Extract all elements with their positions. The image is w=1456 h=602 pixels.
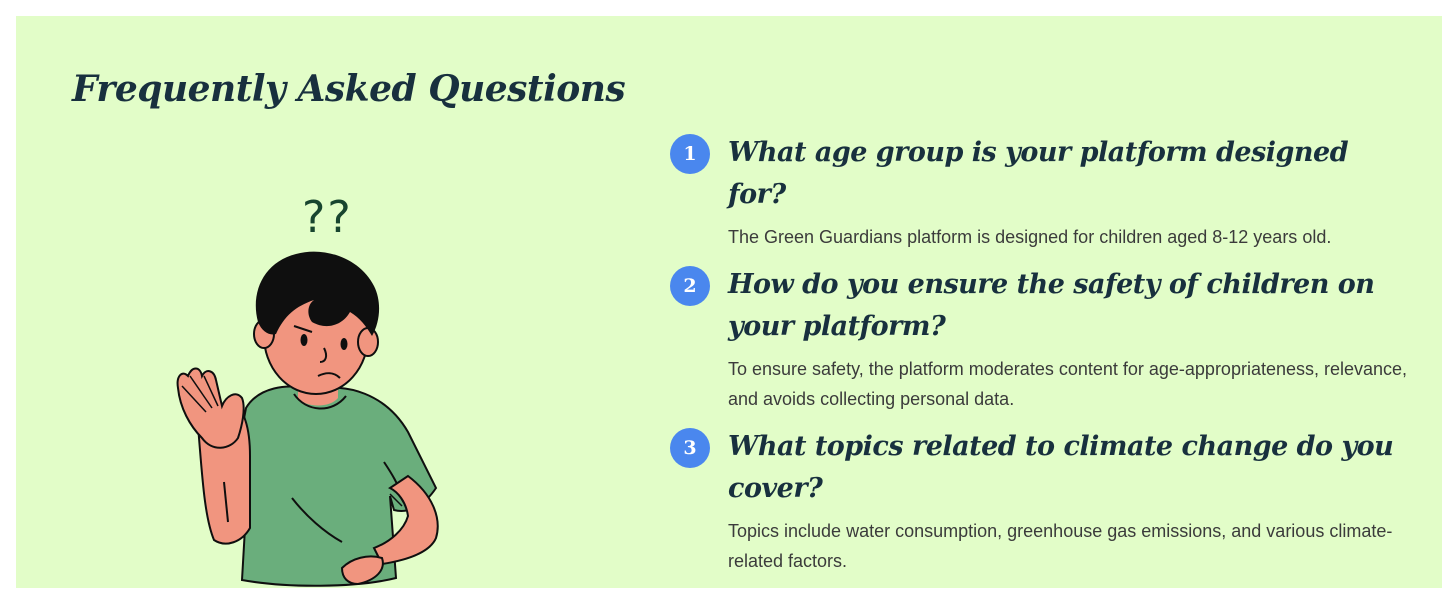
faq-number-badge: 3 (670, 428, 710, 468)
faq-answer: Topics include water consumption, greenh… (728, 521, 1393, 571)
question-marks-icon: ?? (302, 192, 353, 243)
hair (255, 251, 380, 336)
faq-question: How do you ensure the safety of children… (728, 269, 1375, 342)
page-title: Frequently Asked Questions (72, 68, 626, 110)
raised-hand (176, 367, 245, 449)
faq-number-badge: 1 (670, 134, 710, 174)
faq-list: 1 What age group is your platform design… (670, 132, 1410, 576)
faq-question: What age group is your platform designed… (728, 137, 1349, 210)
faq-answer: The Green Guardians platform is designed… (728, 227, 1332, 247)
confused-boy-illustration: ?? (176, 192, 439, 587)
faq-item: 1 What age group is your platform design… (670, 132, 1410, 252)
faq-section: Frequently Asked Questions ?? (16, 16, 1442, 588)
faq-item: 2 How do you ensure the safety of childr… (670, 264, 1410, 414)
faq-item: 3 What topics related to climate change … (670, 426, 1410, 576)
faq-number-badge: 2 (670, 266, 710, 306)
faq-question: What topics related to climate change do… (728, 431, 1394, 504)
faq-answer: To ensure safety, the platform moderates… (728, 359, 1408, 409)
